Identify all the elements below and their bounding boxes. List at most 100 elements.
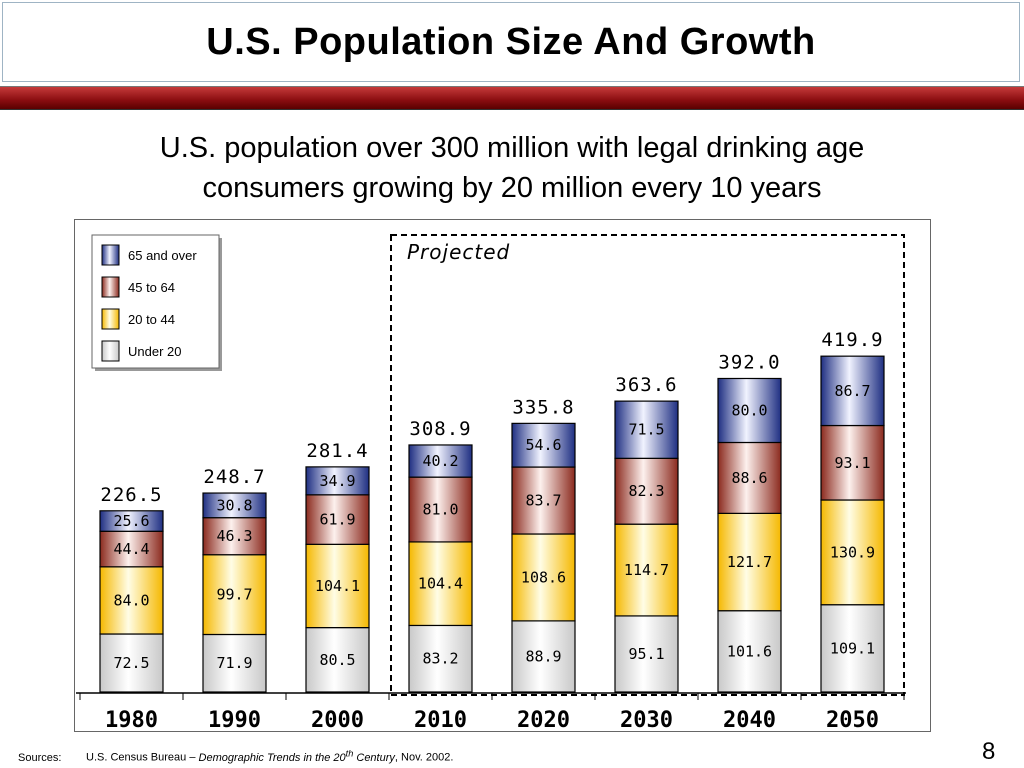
bar-segment-65-and-over-1990: [202, 492, 267, 519]
data-label-under-20-2030: 95.1: [628, 645, 664, 663]
slide-title: U.S. Population Size And Growth: [206, 20, 816, 63]
sources-note: Sources: U.S. Census Bureau – Demographic…: [18, 748, 453, 764]
data-label-65-and-over-1980: 25.6: [113, 512, 149, 530]
x-tick-label-1990: 1990: [208, 708, 261, 732]
bar-segment-under-20-2000: [305, 627, 370, 693]
bar-segment-45-to-64-2000: [305, 494, 370, 545]
total-label-1990: 248.7: [203, 466, 265, 488]
data-label-20-to-44-2050: 130.9: [830, 543, 875, 561]
legend-label-65-and-over: 65 and over: [128, 248, 197, 263]
bar-segment-20-to-44-2020: [511, 533, 576, 622]
x-tick-label-2050: 2050: [826, 708, 879, 732]
bar-segment-under-20-1980: [99, 633, 164, 693]
x-tick-label-2010: 2010: [414, 708, 467, 732]
bar-segment-45-to-64-1980: [99, 530, 164, 568]
bar-segment-65-and-over-2030: [614, 400, 679, 459]
legend-swatch-45-to-64: [101, 276, 120, 298]
x-axis: 1980 1990 2000 2010 2020 2030 2040 2050: [76, 692, 906, 732]
bar-segment-under-20-1990: [202, 633, 267, 693]
data-label-under-20-2000: 80.5: [319, 651, 355, 669]
x-tick-label-2020: 2020: [517, 708, 570, 732]
sources-label: Sources:: [18, 751, 62, 764]
data-label-45-to-64-2020: 83.7: [525, 492, 561, 510]
data-label-65-and-over-2040: 80.0: [731, 401, 767, 419]
data-label-20-to-44-2030: 114.7: [624, 561, 669, 579]
bar-segment-20-to-44-1990: [202, 554, 267, 636]
sources-italic: Demographic Trends in the 20: [198, 751, 346, 764]
total-label-2040: 392.0: [718, 351, 780, 373]
subtitle-line-1: U.S. population over 300 million with le…: [159, 132, 865, 164]
bar-segment-20-to-44-2040: [717, 512, 782, 612]
data-label-65-and-over-2000: 34.9: [319, 472, 355, 490]
data-label-65-and-over-2010: 40.2: [422, 452, 458, 470]
data-label-20-to-44-2040: 121.7: [727, 553, 772, 571]
data-label-45-to-64-2000: 61.9: [319, 511, 355, 529]
population-chart: 65 and over 45 to 64 20 to 44 Under 20 Proj…: [76, 234, 906, 732]
x-tick-label-2040: 2040: [723, 708, 776, 732]
data-label-65-and-over-2020: 54.6: [525, 436, 561, 454]
bar-segment-45-to-64-2030: [614, 457, 679, 525]
data-label-20-to-44-2020: 108.6: [521, 568, 566, 586]
projected-label: Projected: [407, 240, 510, 264]
sources-text-2: , Nov. 2002.: [394, 751, 454, 764]
bar-segment-45-to-64-1990: [202, 517, 267, 556]
data-label-under-20-2050: 109.1: [830, 639, 875, 657]
data-label-under-20-1980: 72.5: [113, 654, 149, 672]
data-label-45-to-64-2040: 88.6: [731, 469, 767, 487]
sources-italic-2: Century: [353, 751, 395, 764]
sources-superscript: th: [345, 748, 354, 758]
bars: 72.5 84.0 44.4 25.6 226.5 71.9 99.7 46.3 30.8 248…: [99, 329, 885, 693]
x-tick-label-2000: 2000: [311, 708, 364, 732]
total-label-2050: 419.9: [821, 329, 883, 351]
data-label-20-to-44-1980: 84.0: [113, 591, 149, 609]
bar-segment-20-to-44-2010: [408, 541, 473, 627]
chart-legend: 65 and over 45 to 64 20 to 44 Under 20: [91, 234, 222, 371]
bar-segment-under-20-2010: [408, 624, 473, 693]
legend-swatch-under-20: [101, 340, 120, 362]
data-label-under-20-1990: 71.9: [216, 654, 252, 672]
bar-segment-65-and-over-2020: [511, 422, 576, 468]
bar-segment-65-and-over-2000: [305, 466, 370, 496]
data-label-20-to-44-2010: 104.4: [418, 575, 463, 593]
data-label-65-and-over-2050: 86.7: [834, 382, 870, 400]
bar-segment-under-20-2020: [511, 620, 576, 693]
bar-segment-20-to-44-1980: [99, 566, 164, 635]
bar-segment-65-and-over-2040: [717, 377, 782, 444]
bar-segment-under-20-2050: [820, 604, 885, 693]
data-label-45-to-64-2030: 82.3: [628, 482, 664, 500]
legend-label-20-to-44: 20 to 44: [128, 312, 175, 327]
title-band: [0, 86, 1024, 110]
title-box: U.S. Population Size And Growth: [2, 2, 1020, 82]
data-label-65-and-over-1990: 30.8: [216, 496, 252, 514]
legend-label-45-to-64: 45 to 64: [128, 280, 175, 295]
data-label-45-to-64-2050: 93.1: [834, 454, 870, 472]
total-label-2000: 281.4: [306, 440, 368, 462]
bar-segment-65-and-over-2010: [408, 444, 473, 478]
bar-segment-65-and-over-2050: [820, 355, 885, 427]
subtitle-line-2: consumers growing by 20 million every 10…: [202, 172, 822, 204]
bar-segment-45-to-64-2010: [408, 476, 473, 543]
bar-segment-45-to-64-2020: [511, 466, 576, 535]
bar-segment-20-to-44-2000: [305, 543, 370, 629]
data-label-under-20-2010: 83.2: [422, 650, 458, 668]
total-label-2010: 308.9: [409, 418, 471, 440]
data-label-45-to-64-2010: 81.0: [422, 501, 458, 519]
bar-segment-65-and-over-1980: [99, 510, 164, 532]
total-label-2030: 363.6: [615, 374, 677, 396]
projected-region: Projected: [390, 234, 905, 696]
data-label-20-to-44-2000: 104.1: [315, 577, 360, 595]
total-label-1980: 226.5: [100, 484, 162, 506]
sources-text-1: U.S. Census Bureau –: [86, 751, 199, 764]
data-label-under-20-2040: 101.6: [727, 642, 772, 660]
x-tick-label-2030: 2030: [620, 708, 673, 732]
legend-swatch-20-to-44: [101, 308, 120, 330]
projected-box: [390, 234, 905, 696]
bar-segment-under-20-2040: [717, 610, 782, 693]
data-label-45-to-64-1990: 46.3: [216, 527, 252, 545]
legend-swatch-65-and-over: [101, 244, 120, 266]
data-label-under-20-2020: 88.9: [525, 647, 561, 665]
bar-segment-45-to-64-2040: [717, 441, 782, 514]
data-label-20-to-44-1990: 99.7: [216, 586, 252, 604]
x-tick-label-1980: 1980: [105, 708, 158, 732]
page-number: 8: [982, 738, 996, 765]
